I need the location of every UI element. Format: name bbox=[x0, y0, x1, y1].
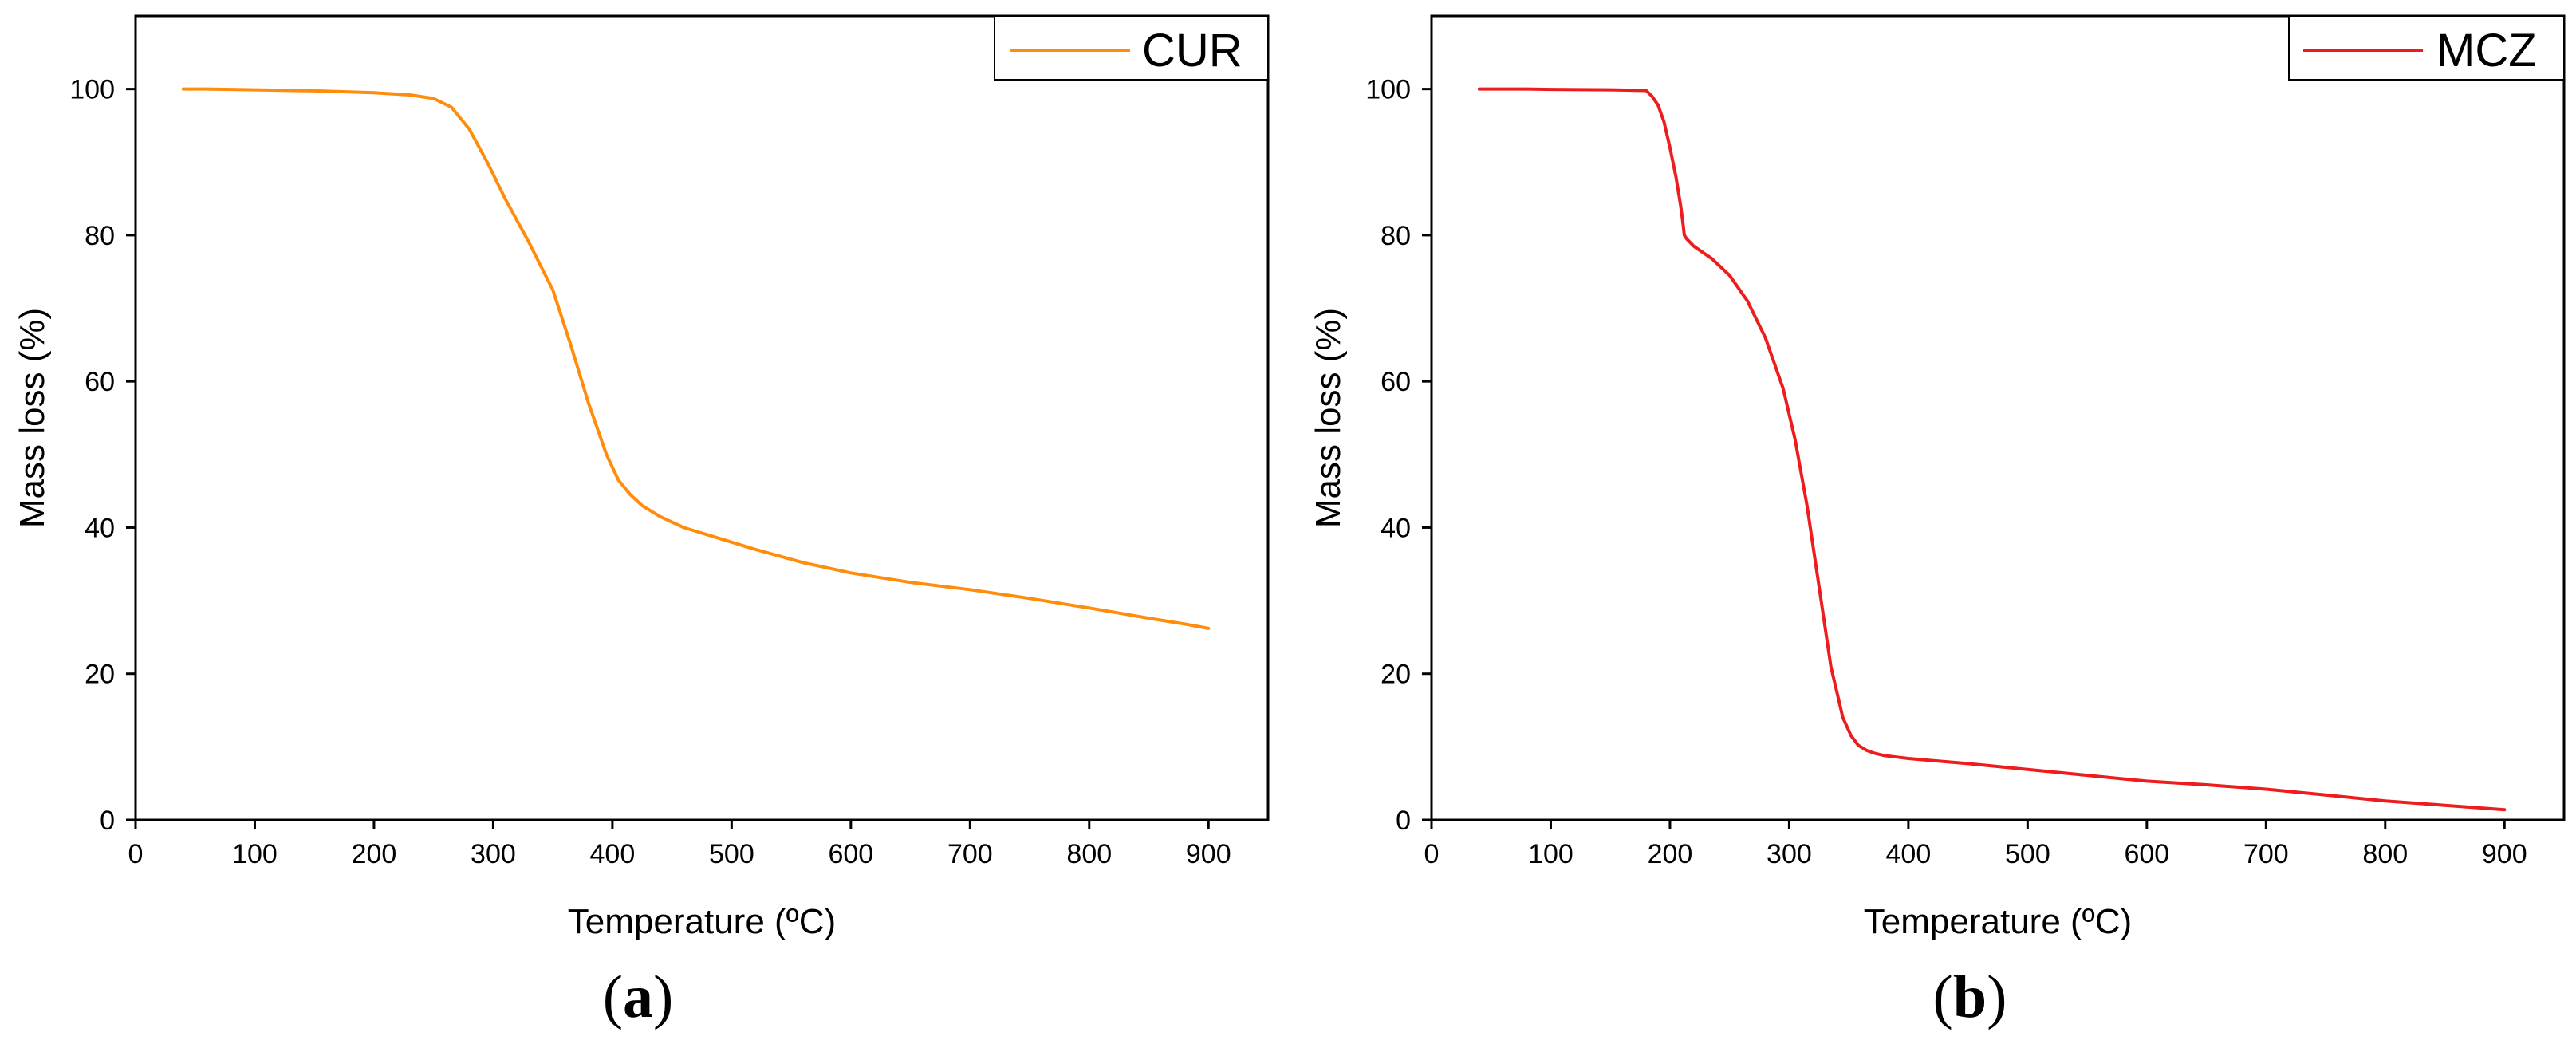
x-axis-title: Temperature (ºC) bbox=[568, 902, 836, 941]
y-tick-label: 100 bbox=[1365, 75, 1411, 105]
legend-frame bbox=[994, 15, 1269, 81]
y-tick-label: 0 bbox=[100, 806, 115, 836]
y-tick-label: 0 bbox=[1396, 806, 1411, 836]
x-tick-label: 300 bbox=[471, 839, 516, 869]
y-axis-ticks: 0 20 40 60 80 100 bbox=[69, 75, 136, 836]
legend-label: CUR bbox=[1142, 25, 1243, 77]
y-axis-title: Mass loss (%) bbox=[13, 308, 52, 528]
y-axis-title: Mass loss (%) bbox=[1309, 308, 1348, 528]
x-tick-label: 400 bbox=[590, 839, 636, 869]
x-tick-label: 100 bbox=[1528, 839, 1574, 869]
panel-label-close: ) bbox=[1987, 963, 2007, 1030]
panel-label-open: ( bbox=[1933, 963, 1953, 1030]
x-tick-label: 500 bbox=[709, 839, 754, 869]
panel-a-cur: 0 100 200 300 400 500 600 700 800 900 0 20 40 60 80 10… bbox=[13, 14, 1270, 1030]
series-line-mcz bbox=[1477, 87, 2507, 812]
y-tick-label: 80 bbox=[1381, 221, 1411, 251]
panel-label-a: (a) bbox=[603, 963, 674, 1030]
panel-label-b: (b) bbox=[1933, 963, 2007, 1030]
y-tick-label: 100 bbox=[69, 75, 115, 105]
x-tick-label: 100 bbox=[232, 839, 278, 869]
y-axis-ticks: 0 20 40 60 80 100 bbox=[1365, 75, 1432, 836]
panel-label-letter: b bbox=[1953, 963, 1987, 1030]
x-tick-label: 200 bbox=[1648, 839, 1693, 869]
x-axis-ticks: 0 100 200 300 400 500 600 700 800 900 bbox=[128, 820, 1231, 869]
x-tick-label: 800 bbox=[1066, 839, 1112, 869]
y-tick-label: 20 bbox=[85, 660, 115, 690]
x-axis-ticks: 0 100 200 300 400 500 600 700 800 900 bbox=[1424, 820, 2527, 869]
x-axis-title: Temperature (ºC) bbox=[1864, 902, 2132, 941]
plot-frame bbox=[1430, 14, 2566, 821]
x-tick-label: 600 bbox=[2124, 839, 2169, 869]
legend-label: MCZ bbox=[2436, 25, 2537, 77]
x-tick-label: 300 bbox=[1767, 839, 1812, 869]
y-tick-label: 40 bbox=[85, 513, 115, 543]
series-line-cur bbox=[181, 87, 1211, 630]
legend-frame bbox=[2288, 15, 2565, 81]
x-tick-label: 700 bbox=[947, 839, 993, 869]
panel-b-mcz: 0 100 200 300 400 500 600 700 800 900 0 20 40 60 80 10… bbox=[1309, 14, 2566, 1030]
x-tick-label: 400 bbox=[1886, 839, 1932, 869]
panel-label-letter: a bbox=[623, 963, 653, 1030]
legend-box: MCZ bbox=[2288, 15, 2565, 81]
x-tick-label: 0 bbox=[1424, 839, 1440, 869]
panel-label-close: ) bbox=[653, 963, 673, 1030]
y-tick-label: 80 bbox=[85, 221, 115, 251]
x-tick-label: 500 bbox=[2005, 839, 2050, 869]
legend-box: CUR bbox=[994, 15, 1269, 81]
x-tick-label: 700 bbox=[2243, 839, 2289, 869]
y-tick-label: 60 bbox=[1381, 367, 1411, 397]
plot-frame bbox=[134, 14, 1270, 821]
x-tick-label: 900 bbox=[2482, 839, 2527, 869]
x-tick-label: 900 bbox=[1186, 839, 1231, 869]
y-tick-label: 40 bbox=[1381, 513, 1411, 543]
x-tick-label: 800 bbox=[2362, 839, 2408, 869]
y-tick-label: 20 bbox=[1381, 660, 1411, 690]
x-tick-label: 200 bbox=[352, 839, 397, 869]
x-tick-label: 0 bbox=[128, 839, 144, 869]
x-tick-label: 600 bbox=[828, 839, 873, 869]
y-tick-label: 60 bbox=[85, 367, 115, 397]
panel-label-open: ( bbox=[603, 963, 623, 1030]
